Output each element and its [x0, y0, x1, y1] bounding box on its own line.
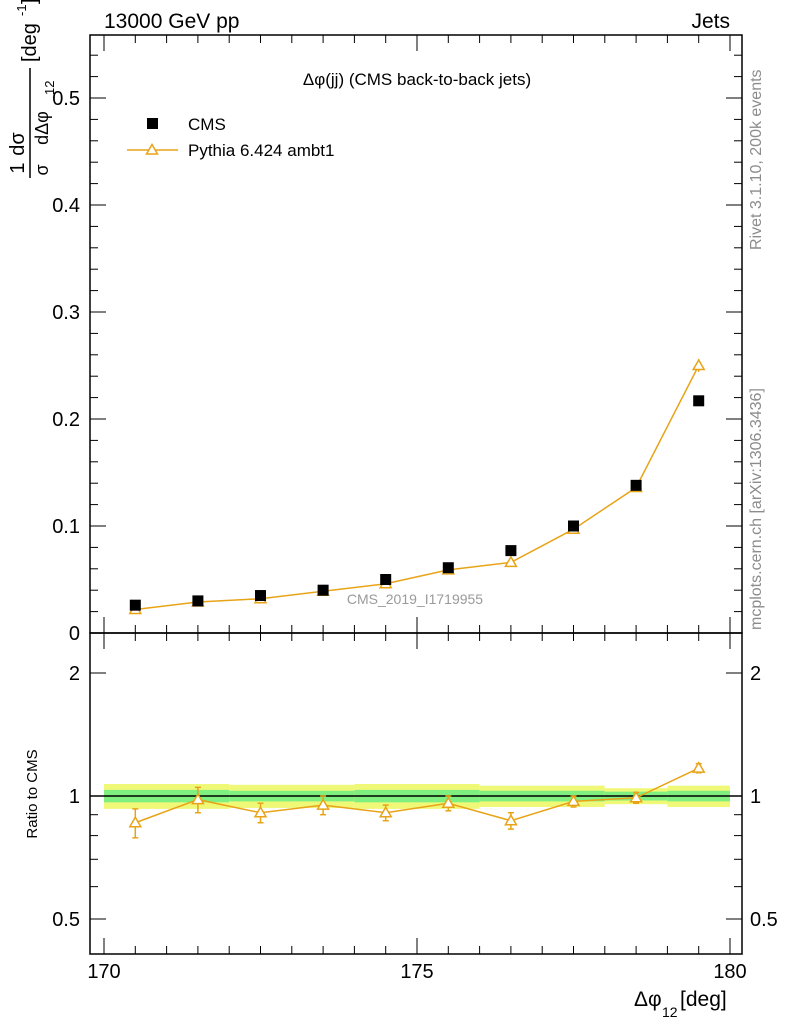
cms-point: [505, 545, 517, 557]
ratio-y-tick-label-left: 1: [69, 786, 80, 808]
legend-label-cms: CMS: [188, 115, 226, 134]
ratio-mc-point: [566, 794, 581, 807]
xlabel-main: Δφ: [634, 988, 662, 1011]
mc-point: [504, 555, 518, 568]
y-tick-label: 0.5: [52, 88, 80, 110]
legend: CMS Pythia 6.424 ambt1: [127, 115, 334, 160]
cms-point: [129, 599, 141, 611]
y-tick-label: 0.1: [52, 516, 80, 538]
x-tick-label: 180: [713, 961, 746, 983]
y-tick-label: 0.2: [52, 409, 80, 431]
rivet-label: Rivet 3.1.10, 200k events: [748, 69, 765, 250]
x-tick-label: 170: [87, 961, 120, 983]
data-series-main: [129, 395, 705, 611]
ratio-plot-axes: 0.5 0.5 1 1 2 2 170 175 180: [52, 633, 778, 983]
ratio-mc-point: [316, 798, 330, 810]
main-plot-axes: 0 0.1 0.2 0.3 0.4 0.5: [52, 35, 742, 645]
x-axis-label: Δφ 12 [deg]: [634, 988, 727, 1020]
x-tick-label: 175: [400, 961, 433, 983]
header-right-label: Jets: [691, 10, 730, 33]
y-tick-label: 0.3: [52, 302, 80, 324]
ratio-y-axis-label: Ratio to CMS: [24, 749, 41, 838]
ylabel-num2: dσ: [7, 132, 29, 156]
analysis-label: CMS_2019_I1719955: [347, 591, 483, 607]
mc-series-ratio: [128, 761, 706, 839]
cms-point: [255, 590, 266, 602]
ratio-mc-point: [253, 805, 268, 818]
cms-point: [442, 562, 454, 574]
ratio-mc-point: [504, 813, 518, 826]
mc-point: [691, 358, 706, 371]
ylabel-den2: dΔφ: [32, 111, 52, 145]
ratio-mc-point: [441, 796, 456, 808]
ratio-mc-point: [128, 815, 143, 828]
ratio-y-tick-label-left: 2: [69, 663, 80, 685]
xlabel-unit: [deg]: [680, 988, 727, 1011]
ratio-y-tick-label-right: 0.5: [750, 909, 778, 931]
y-tick-label: 0: [69, 623, 80, 645]
y-tick-label: 0.4: [52, 195, 80, 217]
cms-point: [568, 520, 579, 532]
ratio-mc-point: [378, 805, 393, 818]
ratio-y-tick-label-right: 2: [750, 663, 761, 685]
ylabel-den: σ: [32, 164, 52, 175]
ylabel-unit: [deg: [19, 23, 41, 62]
plot-title: Δφ(jj) (CMS back-to-back jets): [303, 70, 531, 89]
ratio-mc-point: [691, 761, 706, 773]
cms-point: [192, 595, 204, 607]
xlabel-sub: 12: [662, 1004, 678, 1020]
ratio-y-tick-label-left: 0.5: [52, 909, 80, 931]
ratio-y-tick-label-right: 1: [750, 786, 761, 808]
legend-marker-cms: [147, 118, 158, 129]
ratio-mc-line: [135, 767, 700, 824]
ylabel-sub: 12: [42, 81, 57, 95]
legend-marker-mc: [145, 143, 159, 155]
ratio-mc-point: [629, 790, 643, 803]
ylabel-num: 1: [7, 162, 29, 173]
mcplots-label: mcplots.cern.ch [arXiv:1306.3436]: [748, 388, 765, 630]
legend-label-mc: Pythia 6.424 ambt1: [188, 141, 334, 160]
cms-point: [630, 479, 642, 491]
y-axis-label: 1 dσ σ dΔφ 12 [deg -1 ]: [7, 0, 57, 178]
mc-line: [135, 365, 700, 611]
ratio-plot-frame: [89, 632, 743, 955]
ylabel-close: ]: [19, 0, 41, 4]
mc-series-main: [128, 358, 706, 615]
ratio-mc-point: [191, 792, 205, 805]
cms-point: [380, 574, 392, 585]
cms-point: [693, 395, 705, 407]
ylabel-sup: -1: [14, 4, 29, 16]
cms-point: [317, 584, 329, 596]
header-left-label: 13000 GeV pp: [104, 10, 239, 33]
main-plot-panel: 0 0.1 0.2 0.3 0.4 0.5 Δφ(jj) (CMS back-to-bac…: [7, 0, 743, 645]
